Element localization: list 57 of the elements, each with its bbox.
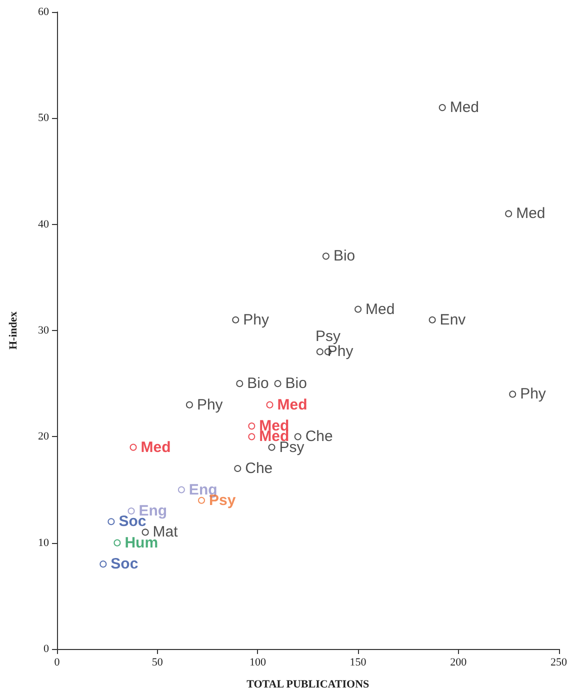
point — [128, 507, 135, 514]
data-label: Env — [440, 311, 466, 328]
point — [509, 390, 516, 398]
data-label: Med — [277, 396, 308, 414]
x-tick-label: 50 — [152, 656, 164, 668]
point — [186, 401, 193, 408]
y-tick-label: 60 — [38, 6, 50, 18]
point — [248, 422, 256, 430]
x-tick-label: 250 — [550, 656, 568, 668]
point — [248, 433, 256, 440]
point — [142, 528, 149, 536]
y-tick-label: 30 — [38, 324, 50, 336]
point — [232, 316, 240, 324]
point — [114, 539, 121, 546]
data-label: Che — [245, 460, 273, 478]
point — [100, 560, 107, 568]
data-label: Phy — [196, 396, 224, 414]
x-tick-label: 200 — [450, 656, 468, 668]
data-label: Mat — [152, 524, 179, 541]
data-label: Med — [450, 99, 480, 116]
x-tick-label: 100 — [249, 656, 266, 668]
data-label: Bio — [333, 248, 356, 265]
data-label: Bio — [285, 375, 307, 392]
data-label: Phy — [243, 311, 270, 328]
point — [505, 210, 512, 218]
point — [322, 252, 330, 260]
data-label: Med — [516, 205, 546, 222]
y-tick-label: 10 — [38, 536, 50, 549]
x-axis-title: TOTAL PUBLICATIONS — [246, 678, 370, 690]
point — [274, 380, 282, 388]
x-tick-label: 150 — [350, 656, 367, 668]
x-tick-label: 0 — [54, 656, 60, 668]
data-label: Med — [366, 300, 395, 318]
point — [316, 348, 324, 356]
point — [428, 316, 436, 324]
point — [178, 486, 185, 494]
point — [294, 433, 302, 440]
point — [108, 518, 115, 526]
data-label: Che — [305, 428, 333, 446]
point — [236, 380, 244, 388]
data-label: Bio — [247, 375, 269, 392]
point — [354, 306, 362, 313]
data-label: Soc — [110, 556, 138, 573]
data-label: Psy — [315, 328, 341, 346]
point — [438, 104, 446, 112]
point — [268, 444, 276, 451]
point — [266, 401, 274, 408]
point — [234, 465, 242, 472]
y-tick-label: 50 — [38, 112, 50, 124]
point — [130, 444, 137, 451]
data-label: Phy — [520, 386, 546, 403]
y-tick-label: 20 — [38, 430, 50, 443]
y-tick-label: 0 — [44, 643, 50, 655]
data-label: Med — [140, 438, 171, 456]
y-tick-label: 40 — [38, 218, 50, 230]
y-axis-title: H-index — [8, 311, 20, 350]
data-label: Phy — [327, 343, 354, 360]
